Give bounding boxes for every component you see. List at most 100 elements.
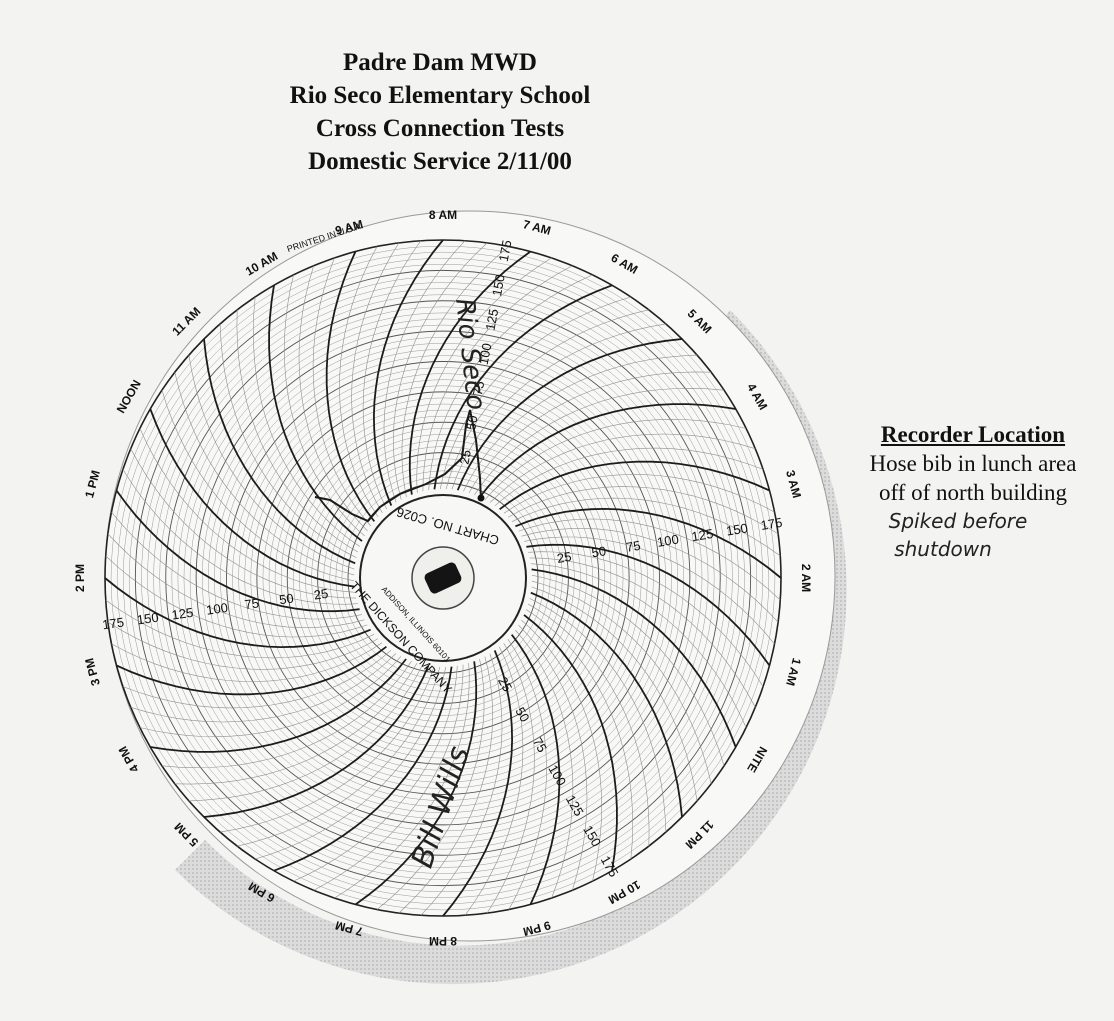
hour-arc — [115, 489, 360, 613]
hour-arc — [515, 507, 782, 579]
grid-ring — [189, 324, 697, 832]
grid-ring — [165, 300, 721, 856]
hour-label: 8 PM — [429, 934, 457, 948]
hour-label: 2 AM — [799, 564, 813, 592]
quarter-hour-arc — [531, 580, 712, 784]
quarter-hour-arc — [524, 536, 775, 645]
quarter-hour-arc — [161, 390, 355, 582]
quarter-hour-arc — [383, 240, 466, 503]
quarter-hour-arc — [428, 274, 593, 491]
recorder-location-block: Recorder Location Hose bib in lunch area… — [838, 420, 1108, 563]
hour-arc — [510, 634, 561, 905]
hour-arc — [372, 239, 444, 506]
hour-arc — [203, 665, 430, 818]
hour-label: 5 PM — [172, 820, 202, 850]
quarter-hour-arc — [174, 662, 418, 785]
grid-ring — [293, 428, 593, 728]
grid-ring — [299, 434, 587, 722]
quarter-hour-arc — [255, 666, 447, 860]
hour-arc — [499, 460, 770, 511]
pressure-scale-label: 100 — [476, 342, 495, 366]
grid-ring — [147, 282, 739, 874]
quarter-hour-arc — [474, 387, 725, 495]
hour-label: 7 PM — [334, 918, 365, 939]
hour-label: 2 PM — [73, 564, 87, 592]
quarter-hour-arc — [527, 603, 650, 847]
grid-ring — [141, 276, 745, 880]
grid-ring — [159, 294, 727, 862]
hour-arcs — [104, 239, 782, 917]
grid-ring — [220, 355, 666, 801]
hour-arc — [433, 284, 613, 490]
grid-ring — [329, 464, 557, 692]
quarter-hour-arc — [174, 372, 355, 576]
quarter-hour-arc — [529, 557, 756, 708]
grid-ring — [250, 385, 636, 771]
hour-arc — [354, 661, 478, 906]
hour-arc — [268, 285, 363, 542]
pressure-scale-label: 100 — [656, 532, 680, 550]
hour-arc — [116, 645, 387, 696]
pressure-scale-label: 50 — [278, 591, 294, 608]
pressure-scale-label: 50 — [512, 705, 532, 725]
quarter-hour-arc — [236, 309, 359, 553]
pressure-scale-label: 25 — [556, 549, 573, 566]
quarter-hour-arc — [518, 518, 781, 601]
title-line-service-date: Domestic Service 2/11/00 — [308, 148, 572, 175]
grid-ring — [226, 361, 660, 795]
handwritten-note-line-2: shutdown — [894, 537, 992, 561]
quarter-hour-arc — [334, 663, 470, 899]
grid-ring — [268, 403, 618, 753]
quarter-hour-arc — [484, 418, 747, 500]
hour-arc — [325, 251, 376, 522]
hour-label: 8 AM — [429, 208, 457, 222]
recorder-location-line-1: Hose bib in lunch area — [869, 451, 1077, 476]
quarter-hour-arc — [161, 661, 412, 769]
quarter-hour-arc — [351, 242, 400, 514]
quarter-hour-arc — [503, 474, 775, 514]
quarter-hour-arc — [530, 563, 747, 728]
quarter-hour-arc — [494, 447, 764, 506]
grid-ring — [129, 264, 757, 892]
quarter-hour-arc — [531, 574, 725, 766]
pressure-scale-label: 175 — [496, 239, 515, 263]
quarter-hour-arc — [139, 656, 402, 738]
hour-arc — [530, 591, 683, 818]
grid-ring — [110, 245, 776, 911]
grid-ring — [244, 379, 642, 777]
pressure-scale-label: 150 — [136, 610, 160, 628]
pressure-scale-label: 100 — [205, 600, 229, 618]
chart-spindle — [424, 562, 462, 594]
pressure-scale-label: 25 — [457, 448, 474, 465]
quarter-hour-arc — [139, 428, 356, 593]
quarter-hour-arc — [298, 265, 368, 532]
quarter-hour-arc — [293, 665, 458, 882]
quarter-hour-arc — [463, 354, 698, 492]
quarter-hour-arc — [219, 323, 357, 558]
hour-arc — [479, 403, 736, 498]
hour-arc — [408, 250, 532, 495]
quarter-hour-arc — [489, 433, 756, 503]
hour-arc — [104, 577, 371, 649]
quarter-hour-arc — [401, 246, 510, 497]
pressure-scale-label: 175 — [760, 515, 784, 533]
grid-ring — [116, 251, 770, 905]
hour-label: 9 PM — [522, 918, 553, 939]
quarter-hour-arc — [420, 653, 503, 916]
pressure-scale-label: 175 — [101, 615, 125, 633]
quarter-hour-arc — [130, 448, 357, 599]
quarter-hour-arc — [422, 265, 573, 492]
pressure-scale-label: 75 — [625, 538, 642, 555]
pressure-scale-label: 125 — [482, 308, 501, 332]
pressure-scale-label: 75 — [244, 595, 260, 612]
quarter-hour-arc — [507, 486, 779, 535]
hour-arc — [526, 543, 771, 667]
quarter-hour-arc — [313, 664, 464, 891]
grid-ring — [195, 330, 691, 826]
quarter-hour-arc — [107, 621, 379, 670]
quarter-hour-arc — [526, 609, 634, 860]
grid-ring — [201, 336, 685, 820]
grid-ring — [347, 482, 539, 674]
grid-ring — [238, 373, 648, 783]
